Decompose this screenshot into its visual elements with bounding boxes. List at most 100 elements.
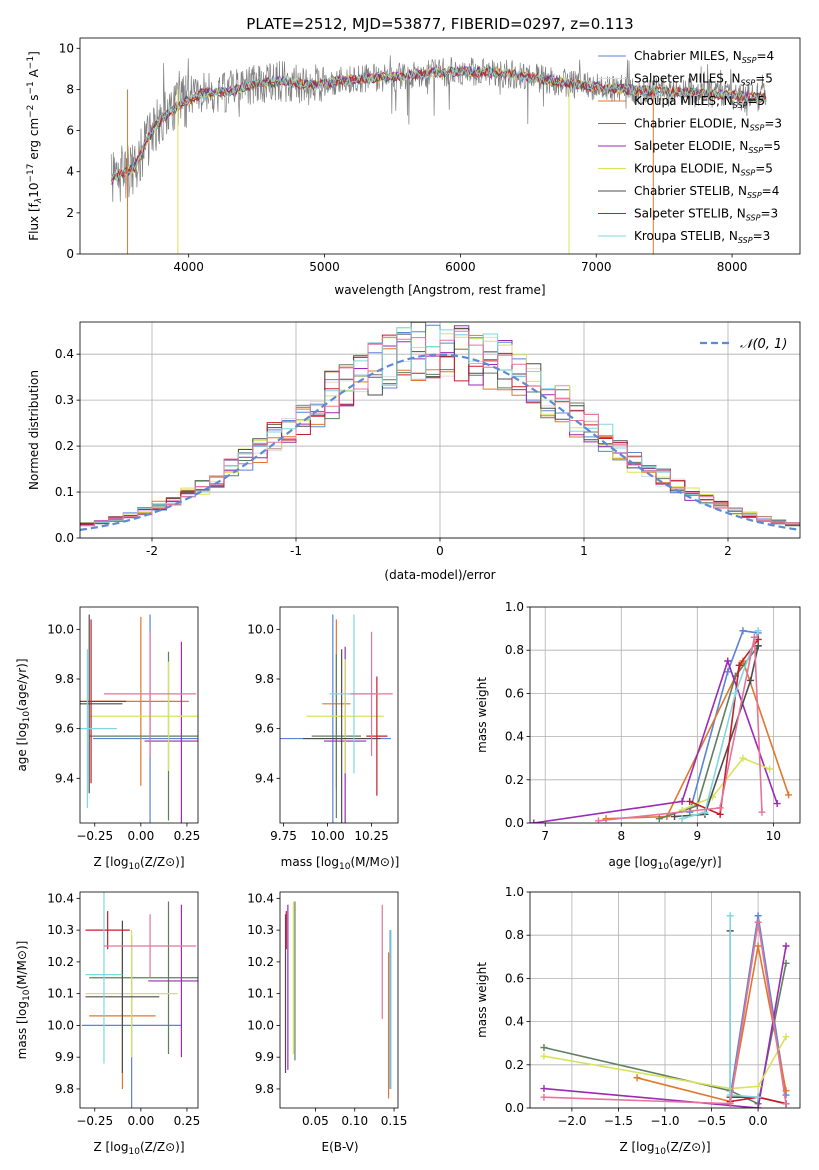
legend-entry: Kroupa MILES, NSSP=5 bbox=[634, 94, 765, 110]
axes-frame: 4000 5000 6000 7000 8000 0 2 4 6 8 10 PLATE=2512, M… bbox=[26, 15, 801, 297]
panel-6: 0.05 0.10 0.15 9.8 9.9 10.0 10.1 10.2 10.3 10.4 E(… bbox=[247, 891, 407, 1154]
x-tick-label: 5000 bbox=[309, 260, 340, 274]
mass-weight-marker bbox=[724, 668, 732, 676]
error-bar-point bbox=[80, 614, 123, 794]
y-tick-label: 0.0 bbox=[505, 1101, 524, 1115]
mass-weight-marker bbox=[739, 754, 747, 762]
mass-weight-marker bbox=[686, 808, 694, 816]
y-axis-label: mass weight bbox=[475, 677, 489, 753]
y-tick-label: 10.4 bbox=[47, 891, 74, 905]
y-tick-label: 9.4 bbox=[55, 771, 74, 785]
x-tick-label: 10 bbox=[766, 829, 781, 843]
error-bar-point bbox=[103, 631, 197, 756]
mass-weight-marker bbox=[633, 1074, 641, 1082]
y-tick-label: 10.4 bbox=[247, 891, 274, 905]
y-tick-label: 0.4 bbox=[505, 1015, 524, 1029]
model-spectrum bbox=[110, 65, 767, 183]
y-tick-label: 0.0 bbox=[505, 816, 524, 830]
mass-weight-marker bbox=[716, 804, 724, 812]
mass-weight-marker bbox=[766, 765, 774, 773]
y-tick-label: 10.1 bbox=[247, 987, 274, 1001]
y-tick-label: 9.9 bbox=[255, 1050, 274, 1064]
normal-curve bbox=[80, 353, 800, 531]
mass-weight-marker bbox=[540, 1052, 548, 1060]
axes-spine bbox=[529, 606, 801, 824]
x-tick-label: -2 bbox=[146, 544, 158, 558]
plot-area bbox=[280, 614, 393, 823]
model-spectrum bbox=[111, 65, 767, 181]
x-axis-label: wavelength [Angstrom, rest frame] bbox=[334, 283, 545, 297]
mass-weight-marker bbox=[602, 815, 610, 823]
axes-spine bbox=[279, 606, 399, 824]
mass-weight-marker bbox=[754, 627, 762, 635]
x-tick-label: 0.25 bbox=[174, 829, 201, 843]
error-bar-point bbox=[85, 930, 178, 1058]
y-axis-label: age [log10(age/yr)] bbox=[15, 658, 32, 771]
mass-weight-line bbox=[636, 945, 787, 1103]
error-bar-point bbox=[306, 659, 384, 774]
panel-0: 4000 5000 6000 7000 8000 0 2 4 6 8 10 PLATE=2512, M… bbox=[26, 15, 801, 297]
panel-4: 7 8 9 10 0.0 0.2 0.4 0.6 0.8 1.0 mass weight age [l… bbox=[475, 600, 801, 872]
y-tick-label: 6 bbox=[66, 124, 74, 138]
y-tick-label: 1.0 bbox=[505, 600, 524, 614]
mass-weight-line bbox=[606, 658, 790, 820]
mass-weight-marker bbox=[782, 1033, 790, 1041]
y-tick-label: 9.6 bbox=[255, 722, 274, 736]
mass-weight-line bbox=[543, 922, 787, 1105]
mass-weight-marker bbox=[678, 797, 686, 805]
plot-area bbox=[81, 892, 198, 1108]
mass-weight-line bbox=[681, 630, 759, 820]
x-tick-label: 0.25 bbox=[174, 1114, 201, 1128]
x-tick-label: 1 bbox=[580, 544, 588, 558]
legend-entry: Salpeter ELODIE, NSSP=5 bbox=[634, 139, 781, 155]
mass-weight-marker bbox=[782, 942, 790, 950]
y-tick-label: 4 bbox=[66, 165, 74, 179]
legend-entry: 𝒩(0, 1) bbox=[740, 337, 787, 352]
axes-spine bbox=[79, 37, 801, 255]
y-axis-label: Flux [fλ10−17 erg cm−2 s−1 A−1] bbox=[26, 51, 44, 241]
mass-weight-marker bbox=[726, 1091, 734, 1099]
x-tick-label: 7000 bbox=[581, 260, 612, 274]
error-bar-point bbox=[85, 892, 123, 1064]
x-tick-label: 7 bbox=[541, 829, 549, 843]
x-tick-label: 0.00 bbox=[127, 1114, 154, 1128]
x-tick-label: −1.0 bbox=[650, 1114, 679, 1128]
y-tick-label: 0 bbox=[66, 247, 74, 261]
panel-3: 9.75 10.00 10.25 9.4 9.6 9.8 10.0 mass [log10(M… bbox=[247, 606, 399, 872]
y-axis-label: Normed distribution bbox=[27, 370, 41, 490]
mass-weight-line bbox=[598, 637, 763, 822]
mass-weight-marker bbox=[754, 1093, 762, 1101]
mass-weight-marker bbox=[731, 689, 739, 697]
mass-weight-marker bbox=[735, 661, 743, 669]
x-tick-label: −0.25 bbox=[76, 1114, 113, 1128]
error-bar-point bbox=[89, 901, 198, 1054]
y-tick-label: 0.2 bbox=[55, 439, 74, 453]
mass-weight-marker bbox=[750, 633, 758, 641]
x-tick-label: 9.75 bbox=[270, 829, 297, 843]
x-tick-label: 0.0 bbox=[749, 1114, 768, 1128]
mass-weight-marker bbox=[785, 791, 793, 799]
axes-frame: −0.25 0.00 0.25 9.8 9.9 10.0 10.1 10.2 10.3 10.4 Z… bbox=[15, 891, 200, 1157]
x-tick-label: 8000 bbox=[717, 260, 748, 274]
mass-weight-marker bbox=[754, 1104, 762, 1108]
mass-weight-marker bbox=[754, 912, 762, 920]
y-axis-label: mass weight bbox=[475, 962, 489, 1038]
error-bar-point bbox=[80, 619, 127, 784]
y-tick-label: 10 bbox=[59, 41, 74, 55]
axes-frame: 9.75 10.00 10.25 9.4 9.6 9.8 10.0 mass [log10(M… bbox=[247, 606, 399, 872]
residual-histogram bbox=[80, 334, 800, 526]
mass-weight-line bbox=[681, 757, 770, 811]
x-tick-label: 10.00 bbox=[310, 829, 344, 843]
x-axis-label: age [log10(age/yr)] bbox=[608, 855, 721, 872]
mass-weight-marker bbox=[540, 1044, 548, 1052]
axes-spine bbox=[279, 891, 399, 1109]
y-tick-label: 10.0 bbox=[247, 622, 274, 636]
panel-5: −0.25 0.00 0.25 9.8 9.9 10.0 10.1 10.2 10.3 10.4 Z… bbox=[15, 891, 200, 1157]
legend-entry: Kroupa STELIB, NSSP=3 bbox=[634, 229, 770, 245]
plot-area bbox=[110, 55, 767, 254]
mass-weight-marker bbox=[754, 642, 762, 650]
mass-weight-marker bbox=[726, 1100, 734, 1108]
mass-weight-marker bbox=[686, 797, 694, 805]
mass-weight-marker bbox=[739, 627, 747, 635]
error-bar-point bbox=[85, 920, 160, 1074]
